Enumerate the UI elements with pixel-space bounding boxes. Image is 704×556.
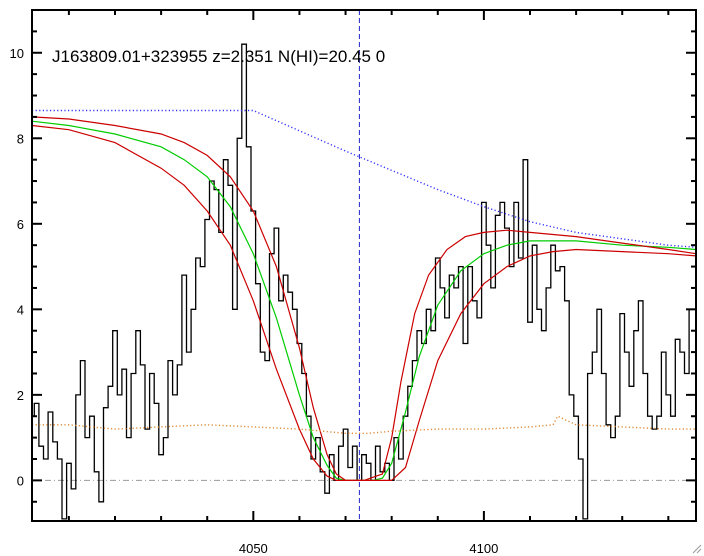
y-tick-label: 6	[17, 217, 24, 232]
plot-frame	[31, 9, 697, 522]
x-tick-label: 4100	[469, 541, 498, 556]
x-tick-label: 4050	[239, 541, 268, 556]
y-tick-label: 2	[17, 388, 24, 403]
series-spectrum	[32, 43, 694, 520]
y-tick-label: 4	[17, 302, 24, 317]
series-fit-lower	[32, 124, 696, 481]
y-tick-label: 8	[17, 131, 24, 146]
y-tick-label: 10	[10, 46, 24, 61]
y-tick-label: 0	[17, 473, 24, 488]
series-error	[32, 415, 696, 434]
resize-grip-icon[interactable]	[690, 542, 702, 554]
chart-title: J163809.01+323955 z=2.351 N(HI)=20.45 0	[52, 47, 385, 66]
series-continuum	[32, 109, 696, 248]
